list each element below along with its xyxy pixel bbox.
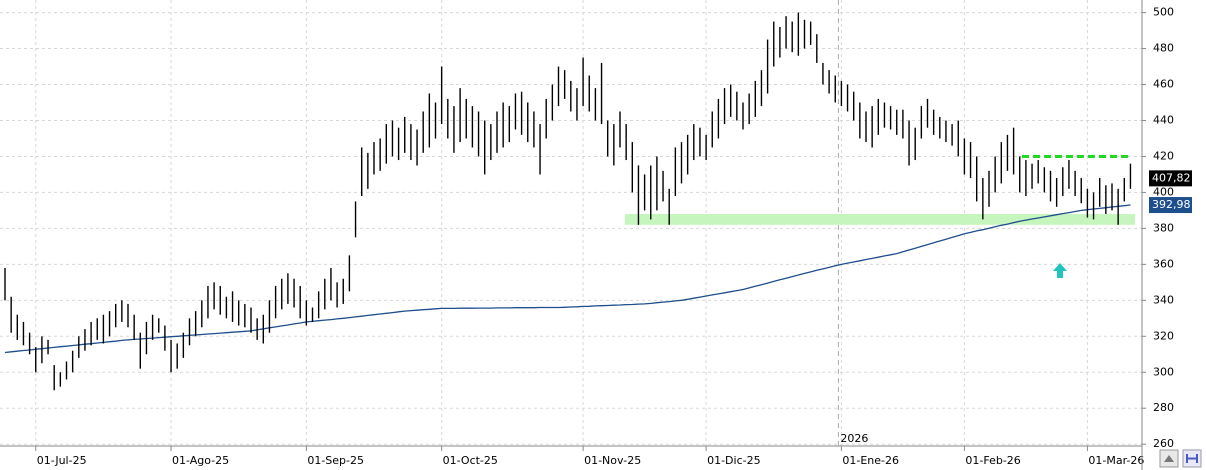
last-average-label: 392,98 <box>1152 198 1191 211</box>
x-tick-label: 01-Dic-25 <box>707 454 761 467</box>
background-layer <box>0 0 1142 446</box>
y-tick-label: 500 <box>1153 6 1174 19</box>
foreground-layer: 260 280 300 320 340 360 380 400 420 440 460 480 500 0… <box>4 6 1192 467</box>
y-tick-label: 340 <box>1153 293 1174 306</box>
y-tick-label: 480 <box>1153 42 1174 55</box>
y-tick-label: 420 <box>1153 149 1174 162</box>
zoom-icon <box>1164 455 1174 462</box>
y-tick-label: 440 <box>1153 113 1174 126</box>
last-average-box <box>1149 197 1192 214</box>
x-tick-label: 01-Jul-25 <box>37 454 87 467</box>
y-tick-label: 320 <box>1153 329 1174 342</box>
up-arrow <box>1053 263 1067 278</box>
y-tick-label: 380 <box>1153 221 1174 234</box>
x-tick-label: 01-Ene-26 <box>842 454 899 467</box>
y-tick-label: 300 <box>1153 365 1174 378</box>
x-tick-label: 01-Ago-25 <box>172 454 229 467</box>
moving-average-line <box>4 204 1131 354</box>
y-tick-label: 460 <box>1153 78 1174 91</box>
x-tick-label: 01-Oct-25 <box>443 454 498 467</box>
y-tick-label: 280 <box>1153 401 1174 414</box>
support-band <box>625 214 1135 225</box>
x-tick-label: 01-Nov-25 <box>584 454 641 467</box>
x-tick-label: 01-Mar-26 <box>1088 454 1144 467</box>
y-tick-label: 260 <box>1153 437 1174 450</box>
last-price-box <box>1149 170 1192 187</box>
home-icon <box>1186 454 1198 463</box>
y-tick-label: 360 <box>1153 257 1174 270</box>
last-price-label: 407,82 <box>1152 171 1191 184</box>
x-tick-label: 01-Feb-26 <box>965 454 1020 467</box>
y-tick-label: 400 <box>1153 185 1174 198</box>
year-label: 2026 <box>840 432 868 445</box>
x-tick-label: 01-Sep-25 <box>307 454 364 467</box>
